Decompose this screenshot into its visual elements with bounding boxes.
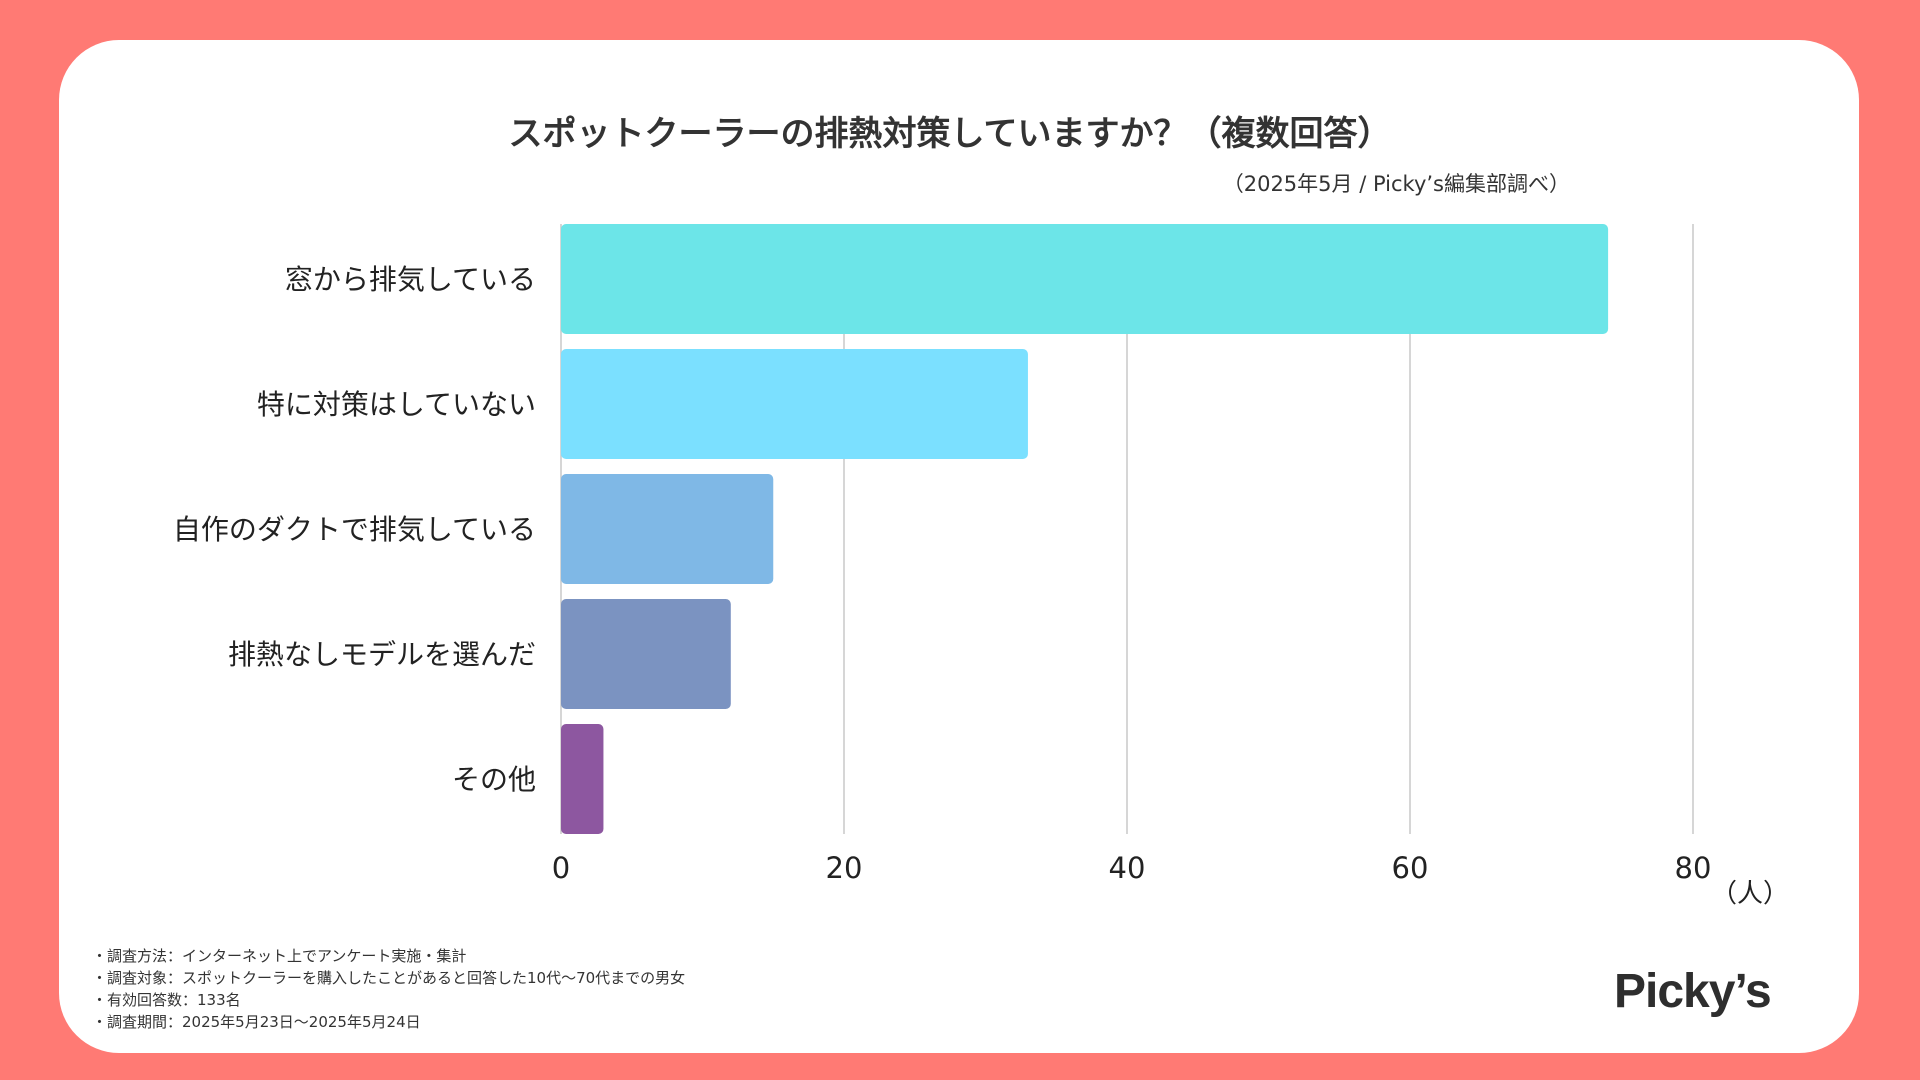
x-tick-label: 60 bbox=[1392, 851, 1429, 885]
bar bbox=[561, 224, 1609, 334]
category-label: 特に対策はしていない bbox=[257, 388, 536, 421]
note-method: ・調査方法：インターネット上でアンケート実施・集計 bbox=[92, 947, 467, 965]
category-label: 窓から排気している bbox=[285, 263, 536, 296]
category-label: 自作のダクトで排気している bbox=[173, 513, 536, 546]
category-label: 排熱なしモデルを選んだ bbox=[228, 638, 536, 671]
bar bbox=[561, 724, 604, 834]
chart-subtitle: （2025年5月 / Picky’s編集部調べ） bbox=[1222, 172, 1570, 196]
x-tick-label: 80 bbox=[1675, 851, 1712, 885]
bar bbox=[561, 474, 774, 584]
x-unit-label: （人） bbox=[1711, 879, 1789, 909]
bar bbox=[561, 349, 1028, 459]
survey-notes: ・調査方法：インターネット上でアンケート実施・集計 ・調査対象：スポットクーラー… bbox=[92, 945, 685, 1033]
x-tick-label: 0 bbox=[552, 851, 570, 885]
chart-card bbox=[59, 40, 1859, 1053]
note-period: ・調査期間：2025年5月23日〜2025年5月24日 bbox=[92, 1013, 421, 1031]
x-tick-label: 20 bbox=[826, 851, 863, 885]
picky-logo: Picky’s bbox=[1614, 965, 1772, 1018]
note-responses: ・有効回答数：133名 bbox=[92, 991, 241, 1009]
x-tick-label: 40 bbox=[1109, 851, 1146, 885]
chart-title: スポットクーラーの排熱対策していますか？（複数回答） bbox=[508, 114, 1392, 154]
bar bbox=[561, 599, 731, 709]
note-target: ・調査対象：スポットクーラーを購入したことがあると回答した10代〜70代までの男… bbox=[92, 969, 686, 987]
category-label: その他 bbox=[452, 763, 536, 796]
